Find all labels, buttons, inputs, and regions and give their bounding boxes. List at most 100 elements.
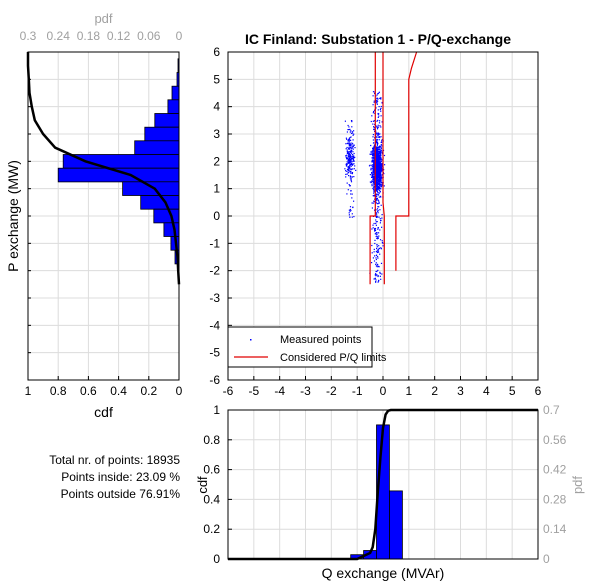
- measured-point: [376, 174, 378, 177]
- points-inside-text: Points inside: 23.09 %: [61, 470, 180, 484]
- measured-point: [349, 168, 351, 170]
- measured-point: [350, 165, 352, 167]
- measured-point: [347, 189, 349, 191]
- measured-point: [349, 131, 351, 133]
- measured-point: [348, 155, 350, 158]
- measured-point: [346, 173, 348, 175]
- measured-point: [349, 208, 351, 211]
- measured-point: [348, 140, 350, 142]
- x-tick-label: -4: [274, 384, 285, 398]
- measured-point: [379, 218, 381, 220]
- measured-point: [378, 201, 380, 203]
- x-tick-label: 5: [509, 384, 516, 398]
- measured-point: [378, 183, 380, 185]
- measured-point: [371, 180, 373, 182]
- measured-point: [347, 166, 349, 168]
- measured-point: [373, 167, 375, 169]
- cdf-tick-label: 1: [213, 403, 220, 417]
- measured-point: [380, 170, 382, 172]
- measured-point: [379, 209, 381, 211]
- measured-point: [347, 151, 349, 153]
- measured-point: [380, 183, 382, 185]
- measured-point: [350, 172, 352, 174]
- cdf-tick-label: 0.8: [203, 433, 220, 447]
- measured-point: [377, 183, 379, 185]
- measured-point: [376, 179, 378, 181]
- measured-point: [348, 126, 350, 128]
- y-tick-label: 5: [213, 72, 220, 86]
- measured-point: [352, 148, 354, 150]
- measured-point: [352, 168, 354, 170]
- measured-point: [374, 233, 377, 235]
- measured-point: [380, 165, 382, 167]
- measured-point: [353, 168, 355, 170]
- measured-point: [379, 173, 381, 175]
- measured-point: [378, 251, 380, 253]
- measured-point: [371, 157, 373, 159]
- measured-point: [379, 168, 382, 170]
- pdf-tick-label: 0.14: [543, 522, 567, 536]
- measured-point: [371, 165, 373, 167]
- measured-point: [371, 252, 373, 254]
- measured-point: [377, 126, 380, 128]
- measured-point: [380, 164, 382, 166]
- y-tick-label: 6: [213, 45, 220, 59]
- x-tick-label: 6: [535, 384, 542, 398]
- pq-limit-line: [395, 51, 418, 271]
- measured-point: [377, 227, 379, 229]
- measured-points: [344, 91, 386, 283]
- measured-point: [373, 251, 375, 253]
- measured-point: [352, 139, 354, 141]
- measured-point: [376, 102, 378, 104]
- measured-point: [376, 162, 378, 164]
- measured-point: [381, 174, 383, 176]
- measured-point: [346, 142, 348, 145]
- measured-point: [344, 168, 346, 170]
- measured-point: [348, 184, 350, 186]
- measured-point: [353, 144, 355, 146]
- measured-point: [379, 177, 382, 179]
- measured-point: [376, 238, 379, 240]
- cdf-tick-label: 0.6: [203, 463, 220, 477]
- measured-point: [377, 192, 379, 194]
- measured-point: [372, 182, 374, 184]
- measured-point: [377, 203, 379, 205]
- measured-point: [377, 155, 379, 157]
- measured-point: [372, 178, 374, 180]
- measured-point: [381, 162, 383, 165]
- measured-point: [377, 134, 379, 136]
- measured-point: [377, 186, 379, 188]
- measured-point: [377, 168, 379, 170]
- measured-point: [372, 167, 374, 169]
- measured-point: [347, 172, 349, 174]
- measured-point: [373, 128, 375, 130]
- measured-point: [379, 148, 381, 150]
- measured-point: [379, 189, 381, 191]
- measured-point: [381, 214, 383, 216]
- measured-point: [381, 182, 383, 184]
- measured-point: [381, 241, 383, 244]
- measured-point: [348, 129, 350, 131]
- measured-point: [375, 173, 377, 175]
- measured-point: [374, 229, 376, 231]
- measured-point: [376, 251, 379, 254]
- measured-point: [374, 180, 376, 182]
- measured-point: [350, 158, 352, 160]
- measured-point: [373, 278, 375, 280]
- measured-point: [375, 232, 377, 234]
- pdf-tick-label: 0: [176, 29, 183, 43]
- measured-point: [349, 159, 351, 161]
- measured-point: [352, 132, 354, 134]
- measured-point: [377, 156, 379, 158]
- measured-point: [380, 156, 382, 158]
- measured-point: [377, 93, 379, 95]
- measured-point: [369, 153, 371, 155]
- measured-point: [349, 153, 351, 155]
- measured-point: [374, 278, 376, 280]
- measured-point: [377, 159, 379, 161]
- measured-point: [376, 233, 378, 235]
- measured-point: [375, 151, 377, 153]
- measured-point: [375, 136, 377, 138]
- measured-point: [376, 193, 378, 195]
- measured-point: [376, 94, 378, 96]
